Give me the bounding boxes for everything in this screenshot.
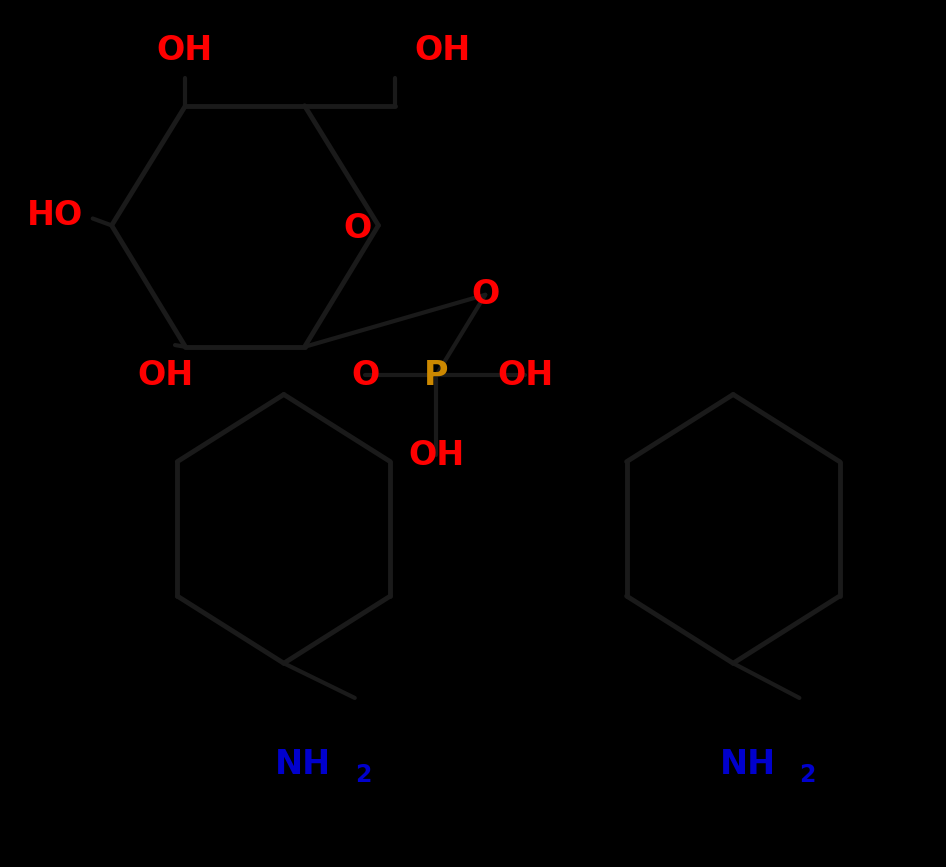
- Text: OH: OH: [156, 34, 213, 67]
- Text: O: O: [351, 359, 379, 392]
- Text: P: P: [424, 359, 448, 392]
- Text: 2: 2: [355, 763, 371, 787]
- Text: NH: NH: [720, 748, 776, 781]
- Text: OH: OH: [408, 439, 464, 472]
- Text: OH: OH: [137, 359, 194, 392]
- Text: O: O: [343, 212, 372, 244]
- Text: HO: HO: [26, 199, 83, 231]
- Text: NH: NH: [275, 748, 331, 781]
- Text: OH: OH: [414, 34, 471, 67]
- Text: O: O: [471, 278, 499, 311]
- Text: 2: 2: [799, 763, 815, 787]
- Text: OH: OH: [497, 359, 553, 392]
